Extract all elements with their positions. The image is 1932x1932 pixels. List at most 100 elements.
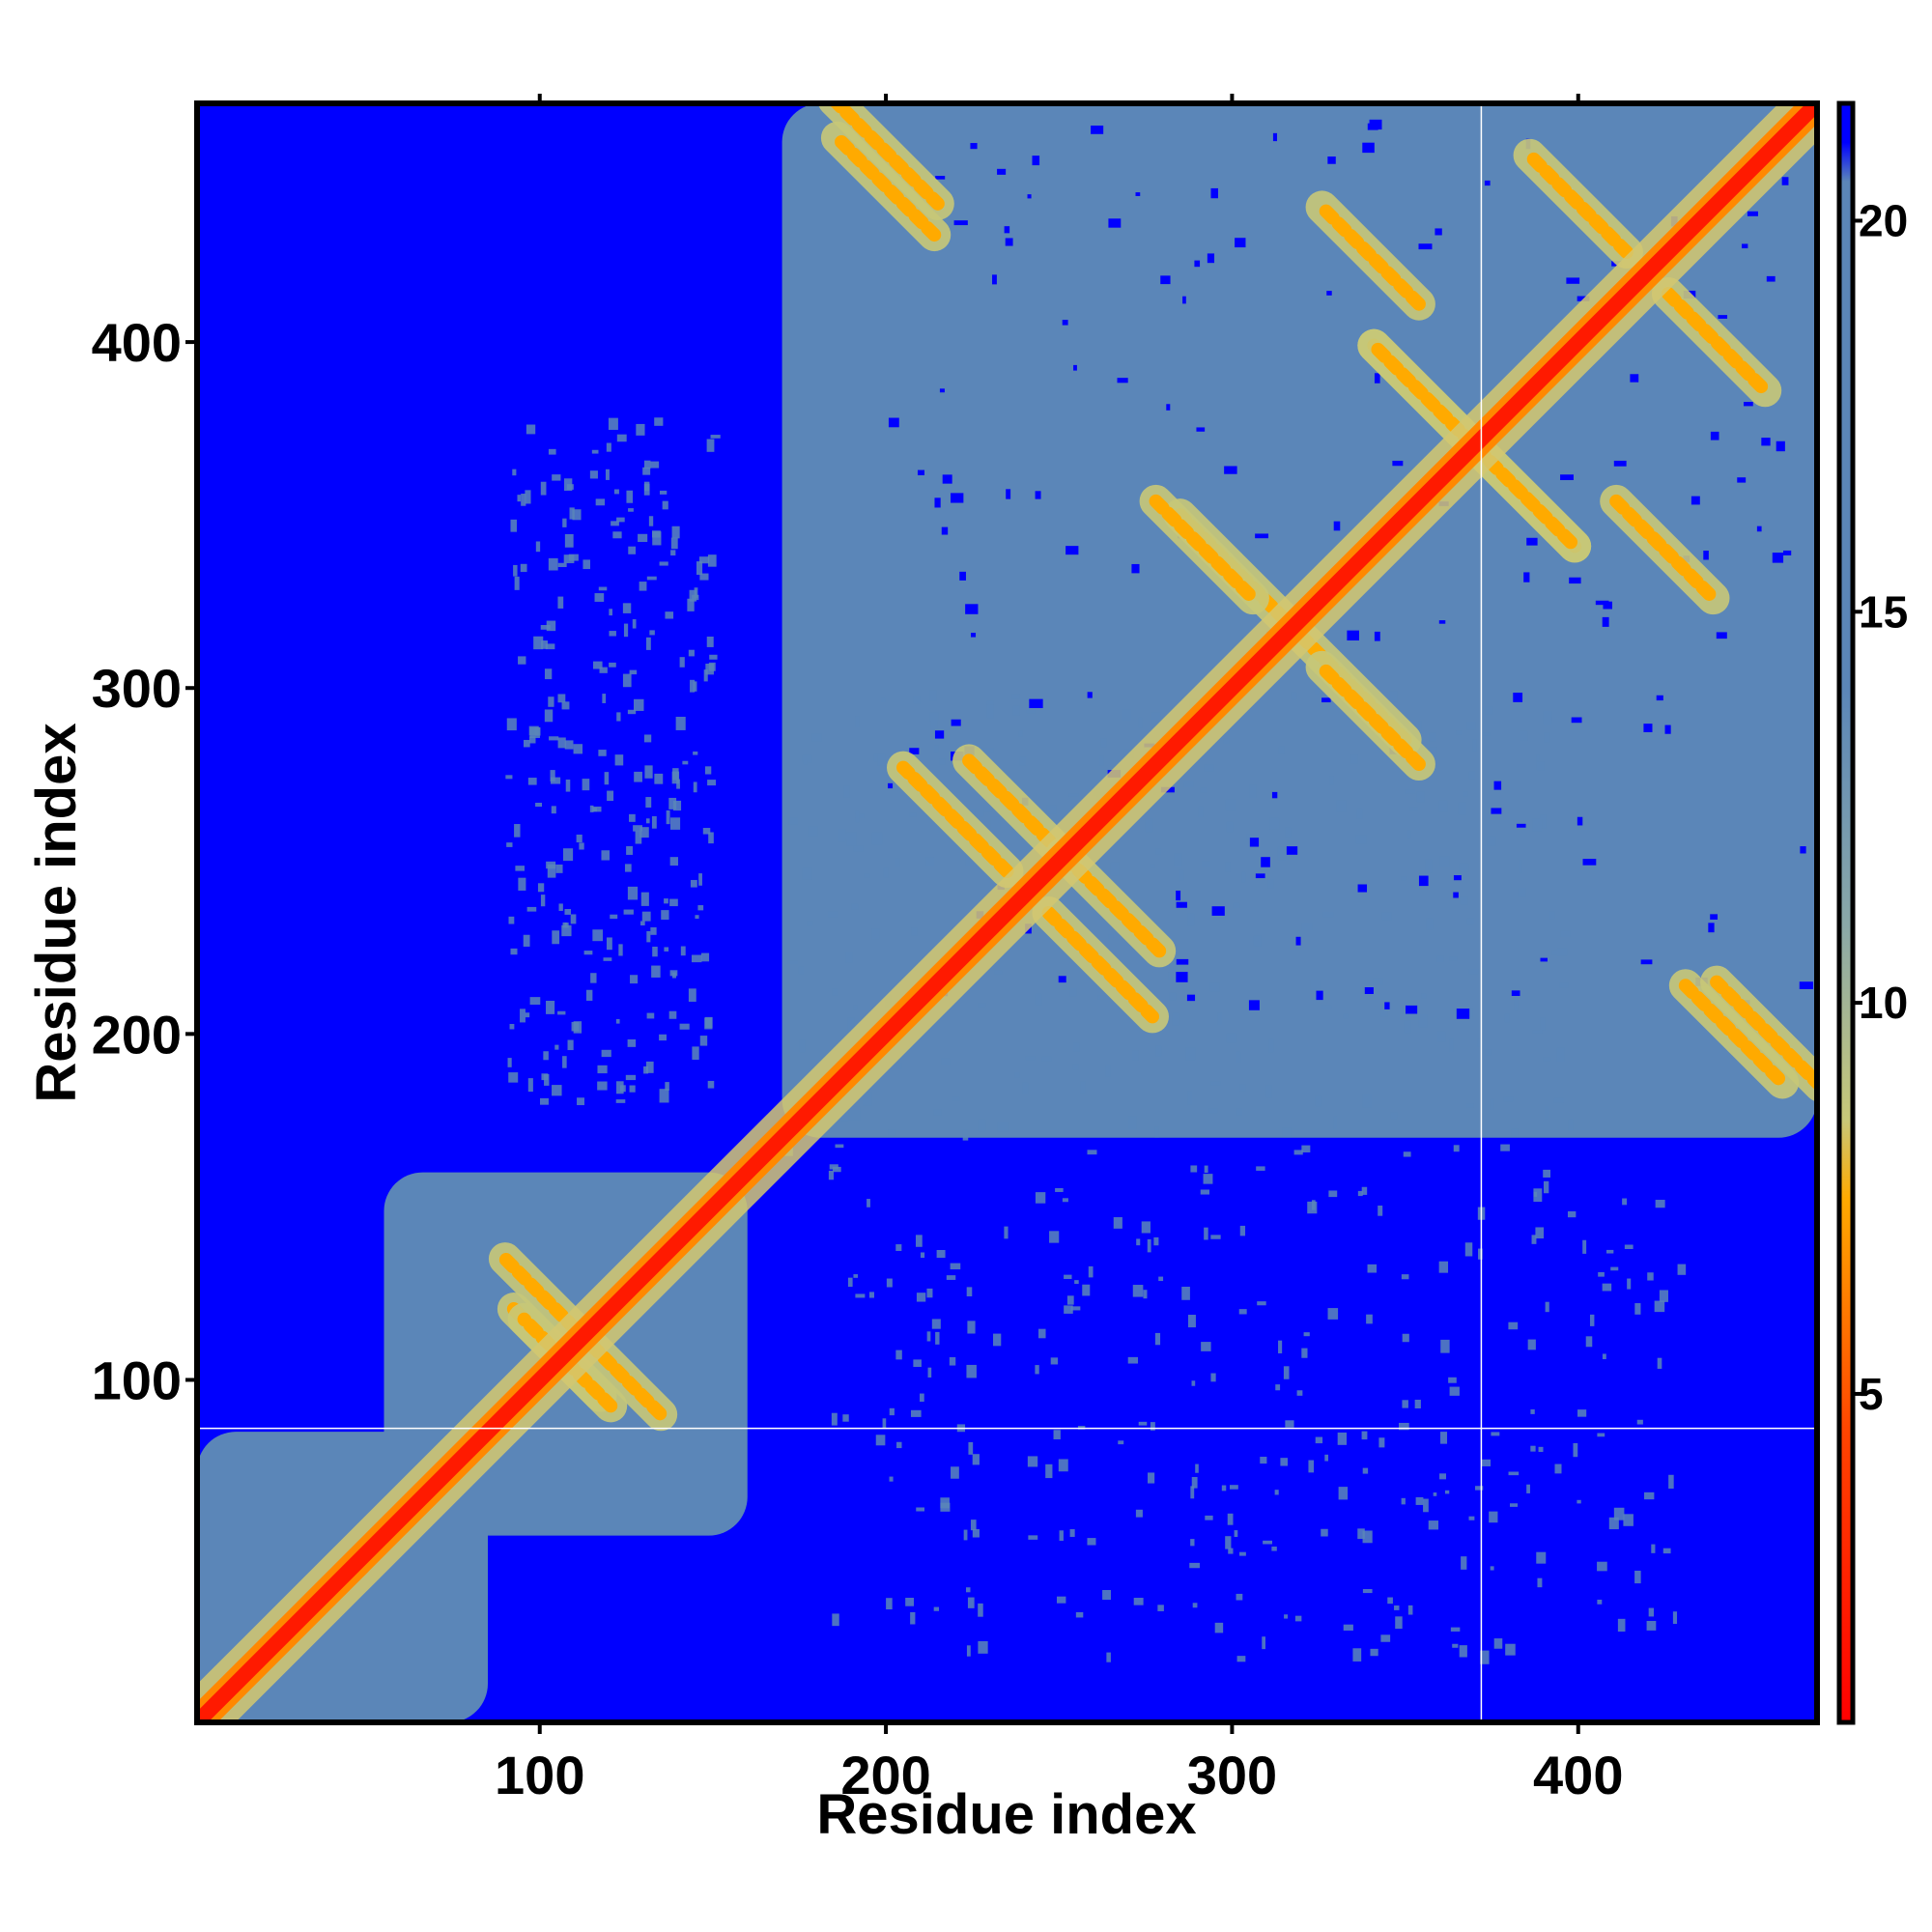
speckle-cell [1526, 1484, 1530, 1493]
speckle-cell [1429, 747, 1437, 756]
gap-cell [909, 748, 920, 754]
gap-cell [939, 388, 945, 393]
speckle-cell [1190, 1486, 1195, 1499]
speckle-cell [676, 779, 680, 789]
speckle-cell [1035, 1192, 1046, 1204]
speckle-cell [636, 423, 645, 436]
gap-cell [934, 497, 941, 508]
speckle-cell [1370, 1648, 1378, 1657]
speckle-cell [1074, 1280, 1079, 1285]
speckle-cell [1311, 1200, 1316, 1210]
gap-cell [1347, 630, 1359, 641]
gap-cell [1643, 724, 1653, 732]
gap-cell [1800, 846, 1806, 854]
speckle-cell [1366, 1314, 1373, 1324]
gap-cell [1062, 320, 1068, 326]
speckle-cell [1490, 1098, 1494, 1110]
speckle-cell [927, 1367, 932, 1378]
speckle-cell [1402, 1333, 1409, 1343]
gap-cell [1613, 460, 1627, 467]
x-axis-title: Residue index [816, 1783, 1196, 1846]
gap-cell [1027, 194, 1032, 199]
speckle-cell [643, 460, 651, 469]
speckle-cell [562, 1056, 567, 1068]
speckle-cell [936, 1250, 946, 1259]
speckle-cell [1147, 1238, 1151, 1253]
speckle-cell [1236, 1656, 1246, 1662]
speckle-cell [888, 1129, 896, 1136]
speckle-cell [930, 721, 938, 729]
speckle-cell [1357, 1190, 1363, 1197]
speckle-cell [692, 1046, 699, 1061]
contact-stripe-core [896, 760, 1014, 879]
speckle-cell [1269, 817, 1280, 830]
speckle-cell [1544, 732, 1550, 743]
speckle-cell [1256, 1166, 1265, 1171]
speckle-cell [687, 598, 695, 611]
speckle-cell [570, 914, 577, 924]
speckle-cell [831, 1412, 838, 1426]
speckle-cell [592, 661, 603, 669]
speckle-cell [1549, 911, 1555, 920]
speckle-cell [1415, 1496, 1424, 1505]
speckle-cell [541, 1073, 549, 1081]
speckle-cell [882, 1418, 887, 1429]
speckle-cell [1406, 830, 1411, 839]
speckle-cell [978, 1603, 983, 1617]
diagonal-core [197, 103, 1817, 1722]
speckle-cell [1436, 955, 1444, 962]
speckle-cell [1229, 1485, 1238, 1490]
speckle-cell [1113, 1217, 1122, 1229]
speckle-cell [626, 490, 634, 503]
speckle-cell [940, 1497, 950, 1509]
speckle-cell [966, 1645, 971, 1657]
gap-cell [1526, 537, 1538, 546]
speckle-cell [1014, 1071, 1020, 1078]
speckle-cell [582, 779, 590, 791]
speckle-cell [557, 737, 566, 749]
speckle-cell [1205, 1515, 1213, 1520]
speckle-cell [537, 883, 545, 893]
speckle-cell [562, 518, 567, 527]
speckle-cell [802, 867, 812, 880]
speckle-cell [1233, 902, 1240, 909]
speckle-cell [1293, 1150, 1303, 1155]
speckle-cell [997, 1122, 1009, 1132]
speckle-cell [939, 758, 946, 765]
gap-cell [1249, 838, 1260, 847]
gap-cell [1271, 791, 1278, 799]
speckle-cell [665, 1082, 669, 1091]
speckle-cell [1064, 1305, 1073, 1314]
speckle-cell [1444, 1490, 1450, 1494]
speckle-cell [707, 1080, 715, 1089]
speckle-cell [1057, 1596, 1066, 1604]
speckle-cell [604, 772, 610, 785]
speckle-cell [1543, 1169, 1550, 1178]
gap-cell [1326, 291, 1332, 296]
speckle-cell [616, 517, 625, 523]
speckle-cell [1437, 1031, 1446, 1042]
gap-cell [1374, 373, 1380, 384]
speckle-cell [875, 1435, 886, 1446]
speckle-cell [690, 679, 696, 693]
speckle-cell [1352, 1648, 1362, 1662]
y-tick-label: 400 [92, 312, 182, 373]
gap-cell [951, 719, 961, 726]
speckle-cell [521, 494, 526, 506]
speckle-cell [669, 817, 681, 830]
speckle-cell [1018, 730, 1023, 737]
speckle-cell [1150, 864, 1155, 868]
gap-cell [1744, 402, 1753, 407]
speckle-cell [980, 805, 984, 817]
speckle-cell [1543, 710, 1552, 721]
speckle-cell [1059, 1530, 1064, 1542]
speckle-cell [1135, 1509, 1143, 1518]
colorbar-frame [1836, 100, 1856, 1725]
speckle-cell [1208, 1108, 1218, 1114]
speckle-cell [609, 631, 616, 637]
speckle-cell [1246, 834, 1257, 840]
speckle-cell [787, 960, 798, 965]
speckle-cell [1556, 948, 1568, 956]
speckle-cell [1324, 1454, 1329, 1462]
